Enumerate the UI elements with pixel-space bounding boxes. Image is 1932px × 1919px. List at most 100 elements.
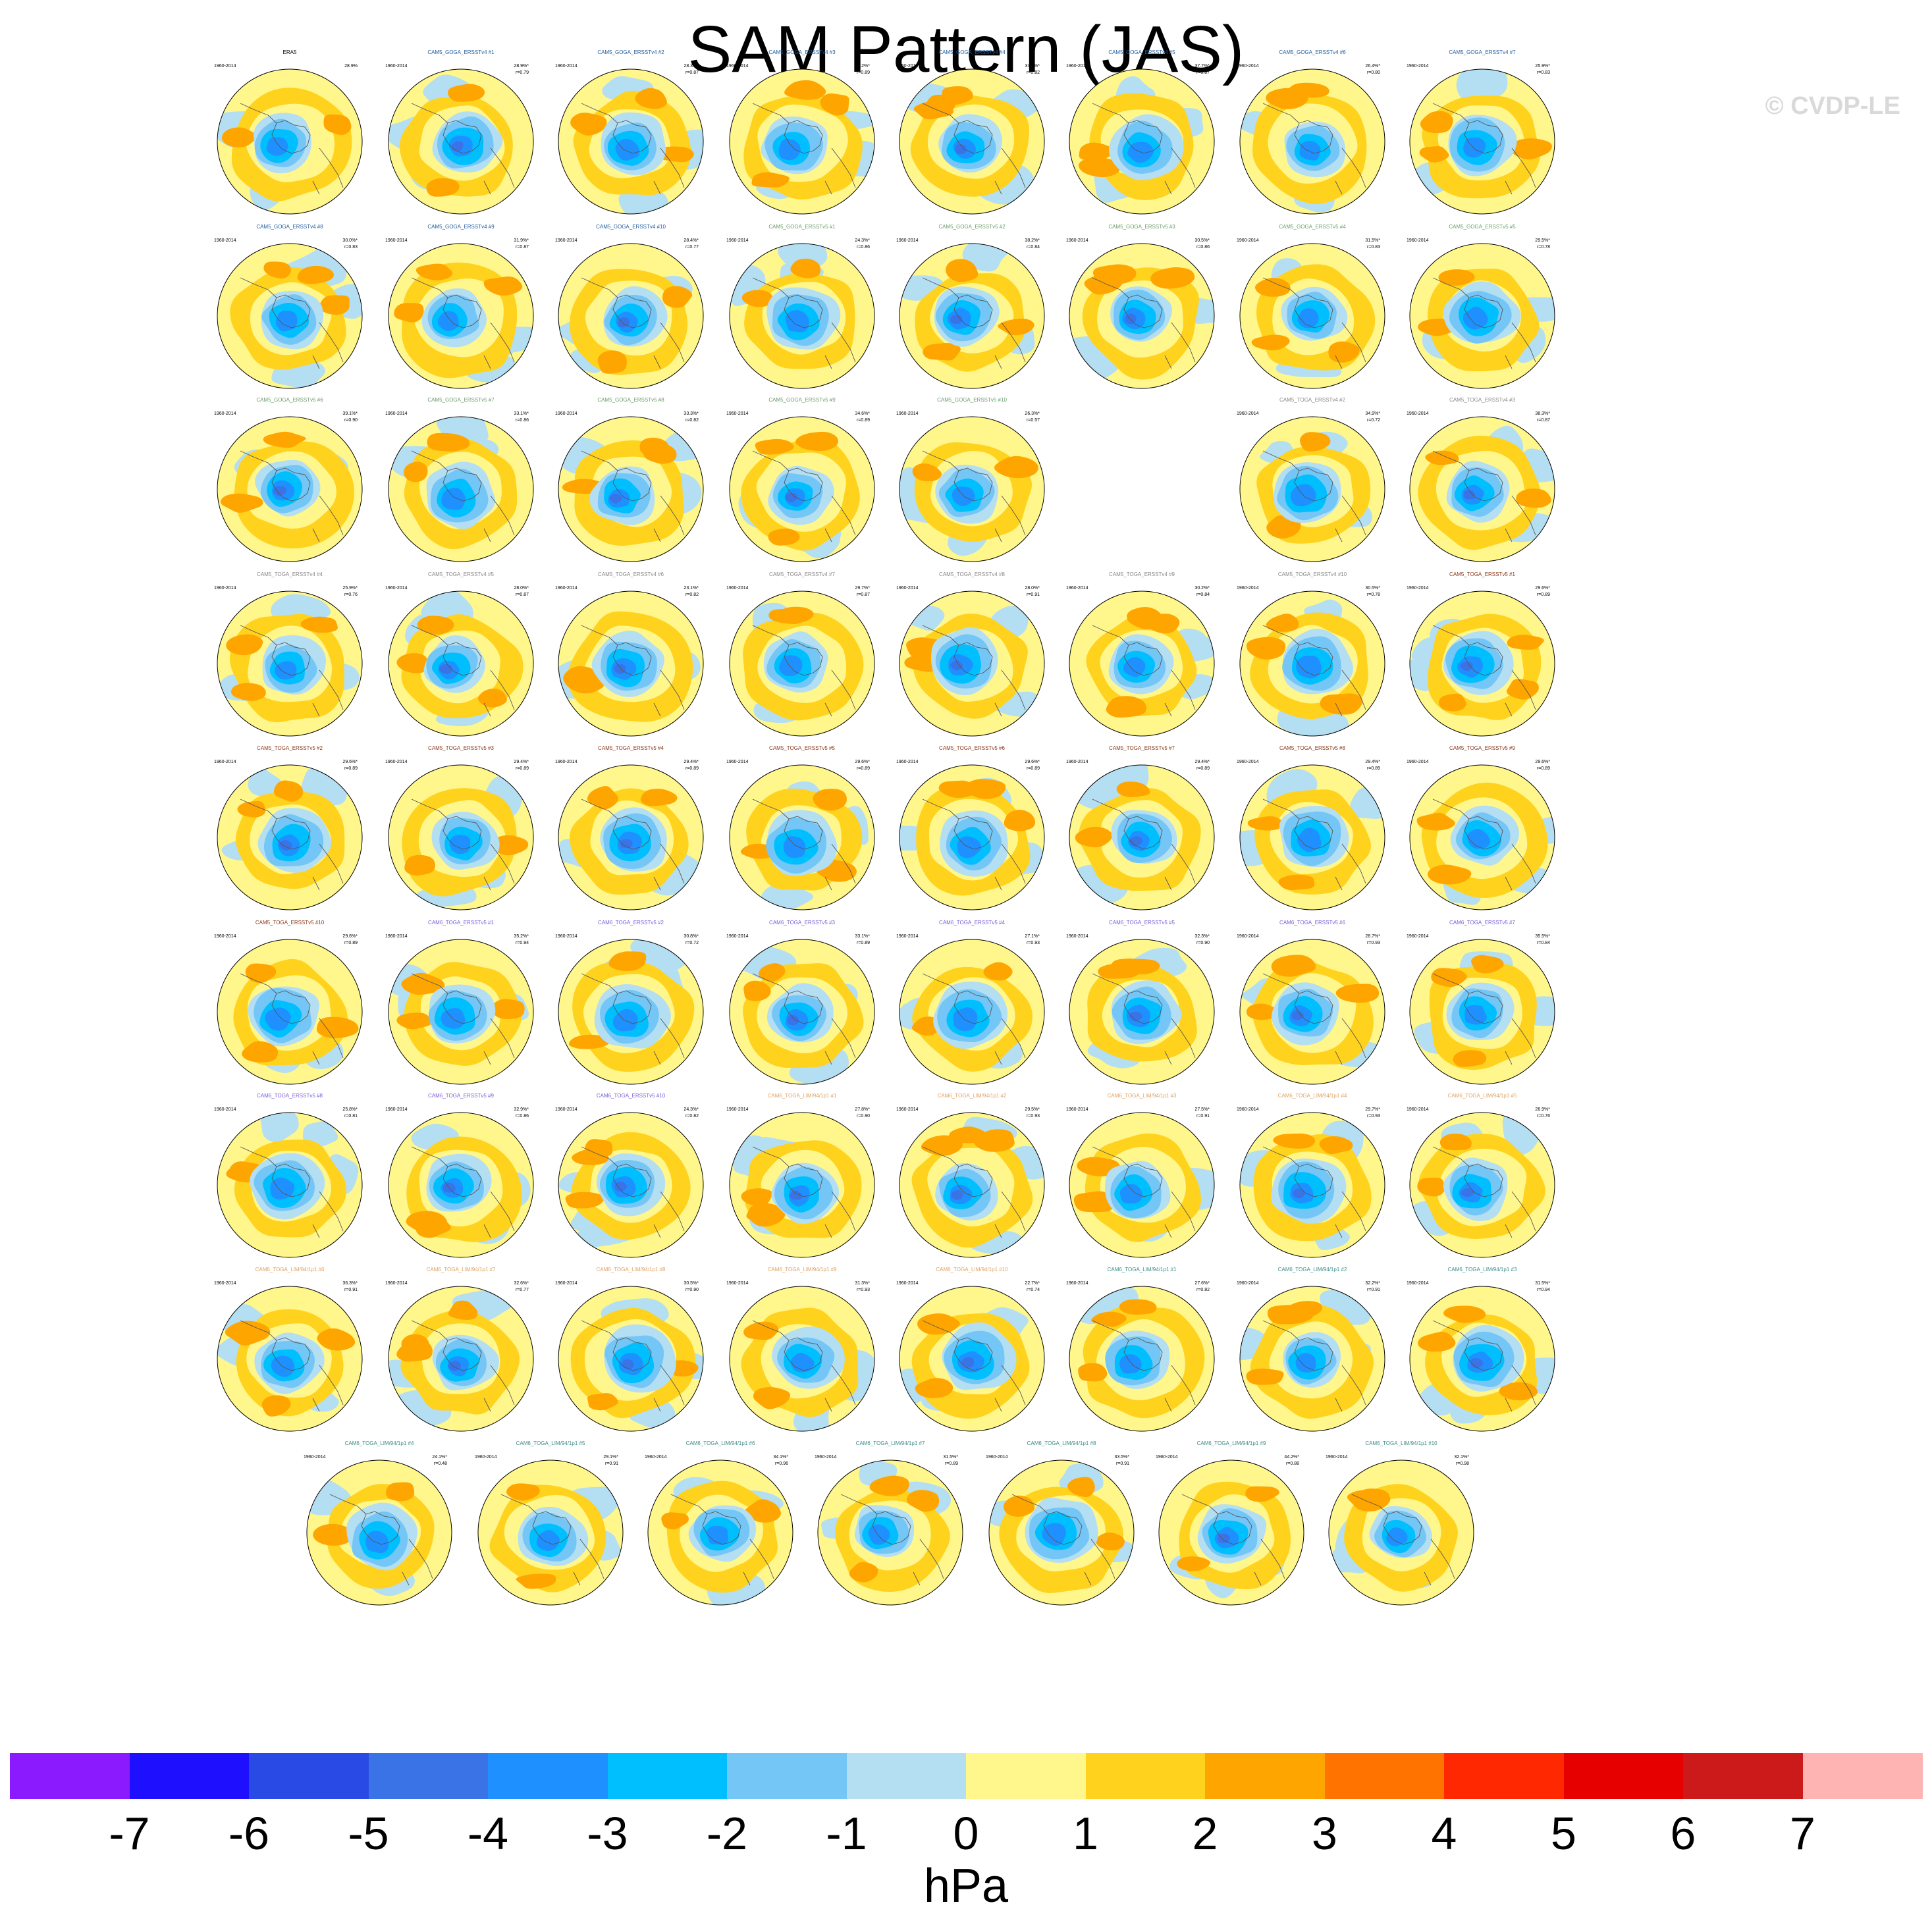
- contour-field: [389, 244, 533, 388]
- map-panel: CAM6_TOGA_LIM/94/1p1 #8 1960-2014 33.5%* r=…: [984, 1440, 1139, 1610]
- panel-title: CAM6_TOGA_LIM/94/1p1 #9: [1196, 1440, 1266, 1446]
- polar-map: [1328, 1459, 1474, 1606]
- map-boundary: [1239, 243, 1385, 389]
- panel-correlation: r=0.87: [515, 245, 529, 250]
- contour-field: [1069, 69, 1214, 214]
- australia-coastline: [653, 1365, 685, 1412]
- australia-coastline: [1164, 843, 1196, 891]
- polar-negative-core: [1386, 1527, 1408, 1546]
- polar-map: [1409, 591, 1555, 737]
- south-america-coastline: [240, 973, 277, 994]
- positive-anomaly-lobe: [230, 683, 266, 701]
- panel-title: CAM5_GOGA_ERSSTv4 #7: [1449, 49, 1516, 55]
- polar-map: [388, 591, 534, 737]
- positive-anomaly-lobe: [741, 1188, 773, 1206]
- panel-variance: 33.5%*: [1114, 1455, 1129, 1459]
- positive-anomaly-lobe: [1417, 1177, 1445, 1197]
- polar-map: [1239, 68, 1385, 215]
- polar-map: [1239, 764, 1385, 910]
- panel-correlation: r=0.83: [1536, 70, 1550, 75]
- panel-variance: 29.1%*: [603, 1455, 618, 1459]
- australia-coastline: [824, 322, 856, 369]
- positive-anomaly-lobe: [869, 1475, 909, 1496]
- panel-years: 1960-2014: [1237, 760, 1259, 764]
- antarctica-coastline: [1123, 120, 1163, 154]
- polar-negative-core: [449, 835, 471, 854]
- contour-field: [899, 244, 1044, 388]
- colorbar-tick-label: 2: [1192, 1808, 1218, 1859]
- map-panel: CAM5_TOGA_ERSSTv5 #7 1960-2014 29.4%* r=0.8…: [1065, 745, 1219, 915]
- panel-correlation: r=0.86: [515, 1114, 529, 1118]
- positive-anomaly-lobe: [983, 962, 1013, 981]
- positive-anomaly-lobe: [1278, 874, 1315, 890]
- panel-years: 1960-2014: [475, 1455, 497, 1459]
- australia-coastline: [483, 1018, 515, 1065]
- contour-field: [389, 1113, 533, 1257]
- map-panel: CAM6_TOGA_ERSSTv5 #9 1960-2014 32.9%* r=0.8…: [384, 1093, 538, 1263]
- positive-anomaly-lobe: [585, 1139, 613, 1157]
- south-america-coastline: [1432, 1320, 1470, 1341]
- polar-negative-minimum: [1291, 1010, 1304, 1020]
- positive-anomaly-lobe: [477, 688, 507, 708]
- australia-coastline: [653, 495, 685, 542]
- map-boundary: [558, 68, 704, 215]
- panel-years: 1960-2014: [726, 1107, 749, 1112]
- panel-years: 1960-2014: [555, 934, 577, 939]
- positive-anomaly-lobe: [768, 528, 800, 546]
- polar-map: [1069, 764, 1215, 910]
- colorbar-swatch: [607, 1753, 728, 1799]
- contour-field: [478, 1460, 623, 1605]
- positive-anomaly-lobe: [1420, 111, 1453, 134]
- australia-coastline: [483, 670, 515, 717]
- panel-title: CAM6_TOGA_ERSSTv5 #10: [596, 1093, 666, 1099]
- panel-title: CAM5_GOGA_ERSSTv4 #5: [1108, 49, 1175, 55]
- positive-anomaly-lobe: [417, 616, 454, 635]
- positive-anomaly-lobe: [323, 114, 352, 136]
- south-america-coastline: [1351, 1494, 1389, 1515]
- positive-anomaly-lobe: [1287, 82, 1329, 98]
- map-boundary: [729, 1112, 875, 1258]
- australia-coastline: [824, 670, 856, 717]
- panel-correlation: r=0.87: [1196, 70, 1210, 75]
- map-panel: CAM5_TOGA_ERSSTv4 #9 1960-2014 30.2%* r=0.8…: [1065, 571, 1219, 741]
- panel-correlation: r=0.57: [1026, 418, 1040, 423]
- australia-coastline: [1335, 843, 1366, 891]
- south-america-coastline: [1181, 1494, 1219, 1515]
- antarctica-coastline: [953, 467, 993, 502]
- australia-coastline: [1164, 1365, 1196, 1412]
- polar-negative-core: [1123, 657, 1146, 677]
- polar-map: [1239, 416, 1385, 562]
- australia-coastline: [824, 495, 856, 542]
- antarctica-coastline: [1123, 990, 1163, 1024]
- antarctica-coastline: [271, 467, 311, 502]
- panel-correlation: r=0.77: [685, 245, 699, 250]
- panel-years: 1960-2014: [1066, 64, 1088, 68]
- positive-anomaly-lobe: [994, 456, 1038, 479]
- south-america-coastline: [240, 103, 277, 124]
- colorbar-tick-label: 4: [1431, 1808, 1457, 1859]
- south-america-coastline: [1262, 450, 1300, 471]
- antarctica-coastline: [443, 467, 482, 502]
- panel-title: CAM5_TOGA_ERSSTv5 #10: [255, 920, 325, 926]
- positive-anomaly-lobe: [448, 84, 485, 102]
- positive-anomaly-lobe: [316, 1016, 359, 1039]
- australia-coastline: [994, 1018, 1026, 1065]
- map-boundary: [217, 243, 363, 389]
- polar-negative-minimum: [439, 664, 452, 674]
- australia-coastline: [483, 1365, 515, 1412]
- panel-years: 1960-2014: [214, 934, 236, 939]
- map-boundary: [1409, 764, 1555, 910]
- south-america-coastline: [581, 799, 618, 820]
- polar-negative-core: [778, 138, 801, 161]
- map-panel: CAM6_TOGA_LIM/94/1p1 #10 1960-2014 32.1%* r…: [1324, 1440, 1478, 1610]
- australia-coastline: [994, 495, 1026, 542]
- australia-coastline: [824, 147, 856, 195]
- positive-anomaly-lobe: [587, 786, 618, 810]
- panel-correlation: r=0.96: [774, 1461, 788, 1466]
- polar-map: [729, 1112, 875, 1258]
- panel-years: 1960-2014: [896, 1107, 919, 1112]
- australia-coastline: [1335, 1365, 1366, 1412]
- contour-field: [558, 765, 703, 910]
- australia-coastline: [483, 495, 515, 542]
- australia-coastline: [1164, 147, 1196, 195]
